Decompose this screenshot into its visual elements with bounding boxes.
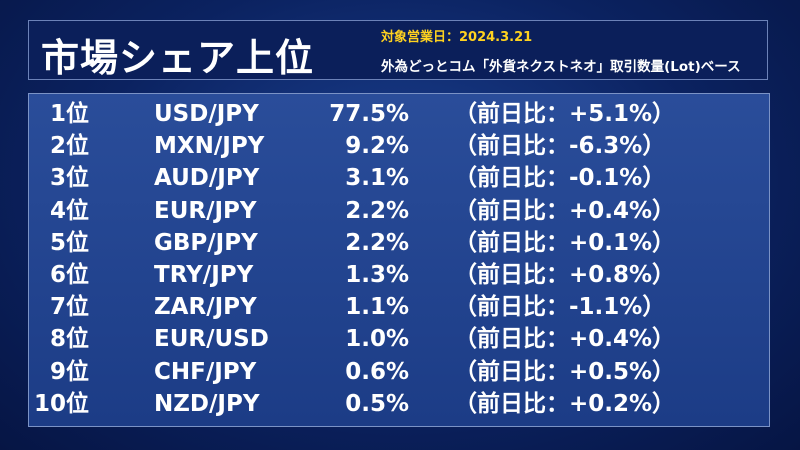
share: 9.2% [345, 133, 409, 160]
rank: 10位 [33, 390, 89, 417]
daily-change: （前日比：+0.5%） [454, 358, 676, 385]
daily-change: （前日比：+5.1%） [454, 101, 676, 127]
currency-pair: NZD/JPY [154, 390, 260, 417]
daily-change: （前日比：+0.1%） [454, 229, 676, 256]
currency-pair: EUR/JPY [154, 197, 257, 224]
daily-change: （前日比：+0.4%） [454, 197, 676, 224]
rank: 2位 [49, 133, 89, 160]
rank: 4位 [49, 197, 89, 224]
share: 1.0% [345, 326, 409, 353]
currency-pair: EUR/USD [154, 326, 269, 353]
currency-pair: GBP/JPY [154, 229, 258, 256]
table-row: 2位 MXN/JPY 9.2% （前日比：-6.3%） [29, 132, 769, 161]
header: 市場シェア上位 対象営業日：2024.3.21 外為どっとコム「外貨ネクストネオ… [28, 20, 768, 80]
share: 1.1% [345, 294, 409, 321]
rank: 1位 [49, 101, 89, 127]
table-row: 9位 CHF/JPY 0.6% （前日比：+0.5%） [29, 358, 769, 387]
share: 3.1% [345, 165, 409, 192]
rank: 8位 [49, 326, 89, 353]
share: 2.2% [345, 197, 409, 224]
currency-pair: CHF/JPY [154, 358, 257, 385]
title: 市場シェア上位 [41, 36, 315, 80]
rank: 6位 [49, 262, 89, 288]
rank: 9位 [49, 358, 89, 385]
table-row: 3位 AUD/JPY 3.1% （前日比：-0.1%） [29, 164, 769, 193]
currency-pair: ZAR/JPY [154, 294, 257, 321]
table-row: 6位 TRY/JPY 1.3% （前日比：+0.8%） [29, 261, 769, 290]
daily-change: （前日比：-6.3%） [454, 133, 666, 160]
table-row: 7位 ZAR/JPY 1.1% （前日比：-1.1%） [29, 293, 769, 322]
currency-pair: USD/JPY [154, 101, 259, 127]
rank: 5位 [49, 229, 89, 256]
share: 1.3% [345, 262, 409, 288]
date: 対象営業日：2024.3.21 [381, 30, 533, 45]
daily-change: （前日比：-0.1%） [454, 165, 666, 192]
daily-change: （前日比：+0.2%） [454, 390, 676, 417]
ranking-table: 1位 USD/JPY 77.5% （前日比：+5.1%） 2位 MXN/JPY 9.2% （前… [28, 93, 770, 427]
share: 0.5% [345, 390, 409, 417]
basis: 外為どっとコム「外貨ネクストネオ」取引数量(Lot)ベース [381, 59, 741, 75]
currency-pair: AUD/JPY [154, 165, 260, 192]
rank: 7位 [49, 294, 89, 321]
currency-pair: TRY/JPY [154, 262, 254, 288]
share: 2.2% [345, 229, 409, 256]
table-row: 1位 USD/JPY 77.5% （前日比：+5.1%） [29, 100, 769, 129]
table-row: 4位 EUR/JPY 2.2% （前日比：+0.4%） [29, 197, 769, 226]
share: 77.5% [329, 101, 409, 127]
rank: 3位 [49, 165, 89, 192]
daily-change: （前日比：-1.1%） [454, 294, 666, 321]
currency-pair: MXN/JPY [154, 133, 265, 160]
table-row: 8位 EUR/USD 1.0% （前日比：+0.4%） [29, 325, 769, 354]
daily-change: （前日比：+0.8%） [454, 262, 676, 288]
table-row: 10位 NZD/JPY 0.5% （前日比：+0.2%） [29, 390, 769, 419]
table-row: 5位 GBP/JPY 2.2% （前日比：+0.1%） [29, 229, 769, 258]
daily-change: （前日比：+0.4%） [454, 326, 676, 353]
share: 0.6% [345, 358, 409, 385]
